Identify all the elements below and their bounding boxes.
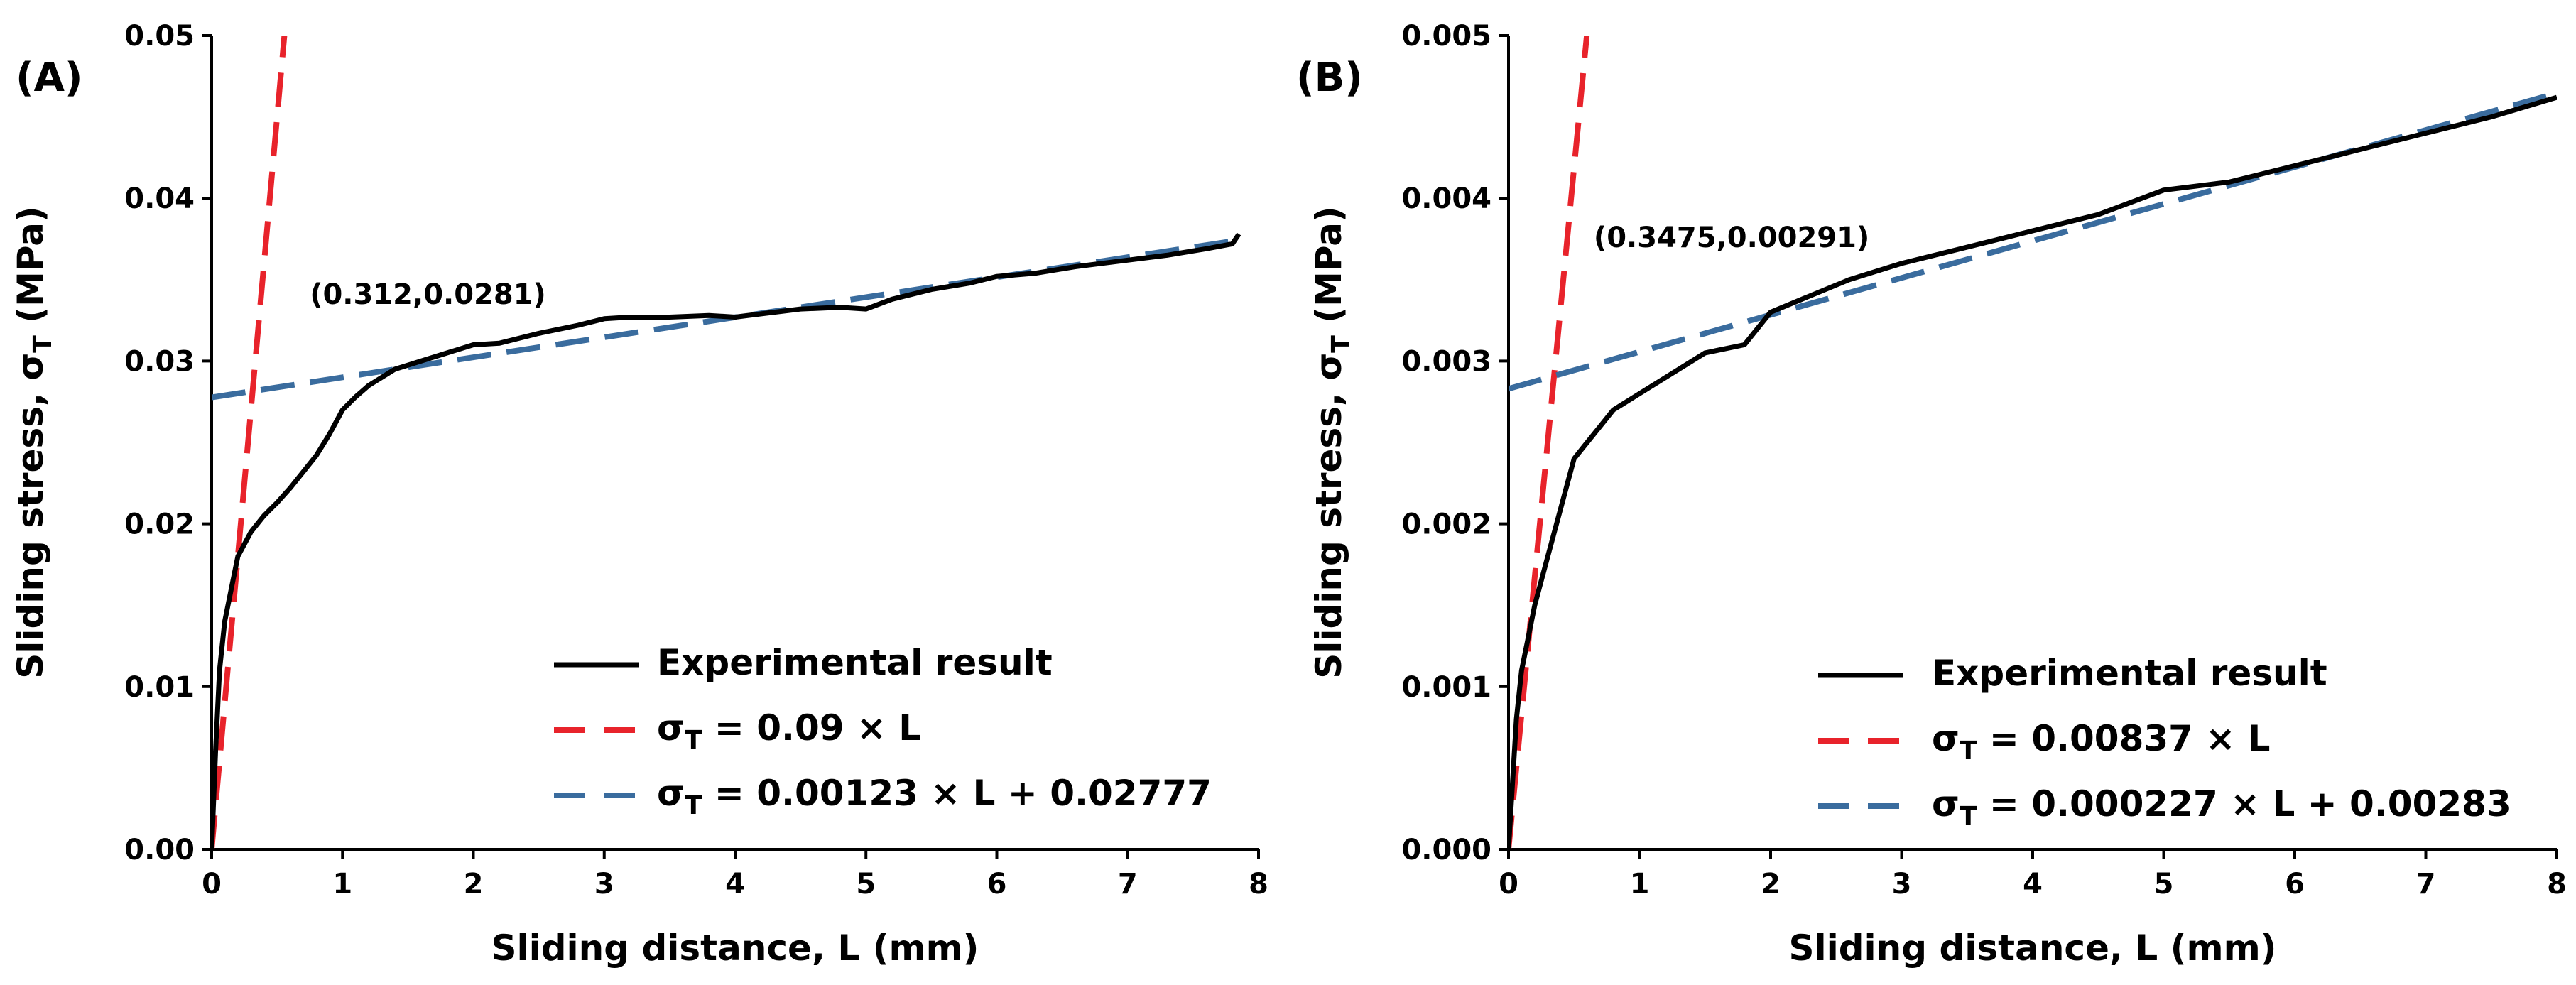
legend-item-label: Experimental result (657, 642, 1053, 683)
series-experimental-line (1509, 94, 2557, 849)
intersection-annotation: (0.312,0.0281) (310, 278, 546, 311)
x-tick-label: 8 (2547, 868, 2567, 900)
y-tick-label: 0.05 (124, 20, 195, 53)
y-axis-title: Sliding stress, σT (MPa) (1308, 206, 1356, 679)
x-tick-label: 6 (2285, 868, 2305, 900)
legend-item-label: σT = 0.000227 × L + 0.00283 (1932, 783, 2511, 831)
legend-item-label: σT = 0.09 × L (657, 707, 921, 755)
legend: Experimental result σT = 0.00837 × L σT = … (1818, 653, 2511, 831)
y-axis-title: Sliding stress, σT (MPa) (10, 206, 58, 679)
x-tick-label: 2 (464, 868, 484, 900)
y-tick-label: 0.003 (1401, 345, 1491, 378)
y-tick-label: 0.03 (124, 345, 195, 378)
x-tick-label: 3 (1892, 868, 1912, 900)
x-tick-label: 7 (1118, 868, 1138, 900)
x-tick-label: 2 (1761, 868, 1781, 900)
y-tick-label: 0.01 (124, 671, 195, 704)
x-tick-label: 6 (987, 868, 1007, 900)
y-tick-label: 0.02 (124, 508, 195, 541)
x-axis-title: Sliding distance, L (mm) (491, 927, 979, 969)
y-tick-label: 0.000 (1401, 834, 1491, 866)
x-tick-label: 1 (332, 868, 352, 900)
x-tick-label: 3 (594, 868, 614, 900)
x-tick-label: 5 (856, 868, 876, 900)
x-tick-label: 0 (1499, 868, 1518, 900)
legend-item-label: σT = 0.00123 × L + 0.02777 (657, 773, 1212, 820)
x-tick-label: 0 (202, 868, 222, 900)
x-tick-label: 8 (1249, 868, 1268, 900)
x-tick-label: 4 (2023, 868, 2043, 900)
series-linear-fit-line (1509, 36, 1590, 849)
intersection-annotation: (0.3475,0.00291) (1594, 222, 1869, 254)
chart-panel-a: 0 1 2 3 4 5 6 7 8 0.00 0.01 0.02 0.03 0.04 0.05 Sliding… (10, 20, 1268, 969)
panel-label: (A) (16, 55, 83, 101)
x-tick-label: 5 (2154, 868, 2174, 900)
x-tick-label: 4 (725, 868, 745, 900)
legend: Experimental result σT = 0.09 × L σT = 0.0… (554, 642, 1212, 820)
x-axis-title: Sliding distance, L (mm) (1788, 927, 2276, 969)
y-tick-label: 0.04 (124, 183, 195, 215)
y-tick-label: 0.002 (1401, 508, 1491, 541)
y-tick-label: 0.00 (124, 834, 195, 866)
x-tick-label: 1 (1630, 868, 1650, 900)
series-experimental-line (212, 232, 1241, 849)
plot-area (212, 36, 1241, 849)
legend-item-label: σT = 0.00837 × L (1932, 718, 2271, 766)
legend-item-label: Experimental result (1932, 653, 2327, 694)
x-tick-label: 7 (2416, 868, 2436, 900)
panel-label: (B) (1296, 55, 1363, 101)
y-tick-label: 0.001 (1401, 671, 1491, 704)
series-linear-fit-line (212, 36, 288, 849)
chart-panel-b: 0 1 2 3 4 5 6 7 8 0.000 0.001 0.002 0.003 0.004 0.005 S… (1296, 20, 2567, 969)
y-tick-label: 0.004 (1401, 183, 1491, 215)
y-tick-label: 0.005 (1401, 20, 1491, 53)
plot-area (1509, 36, 2557, 849)
